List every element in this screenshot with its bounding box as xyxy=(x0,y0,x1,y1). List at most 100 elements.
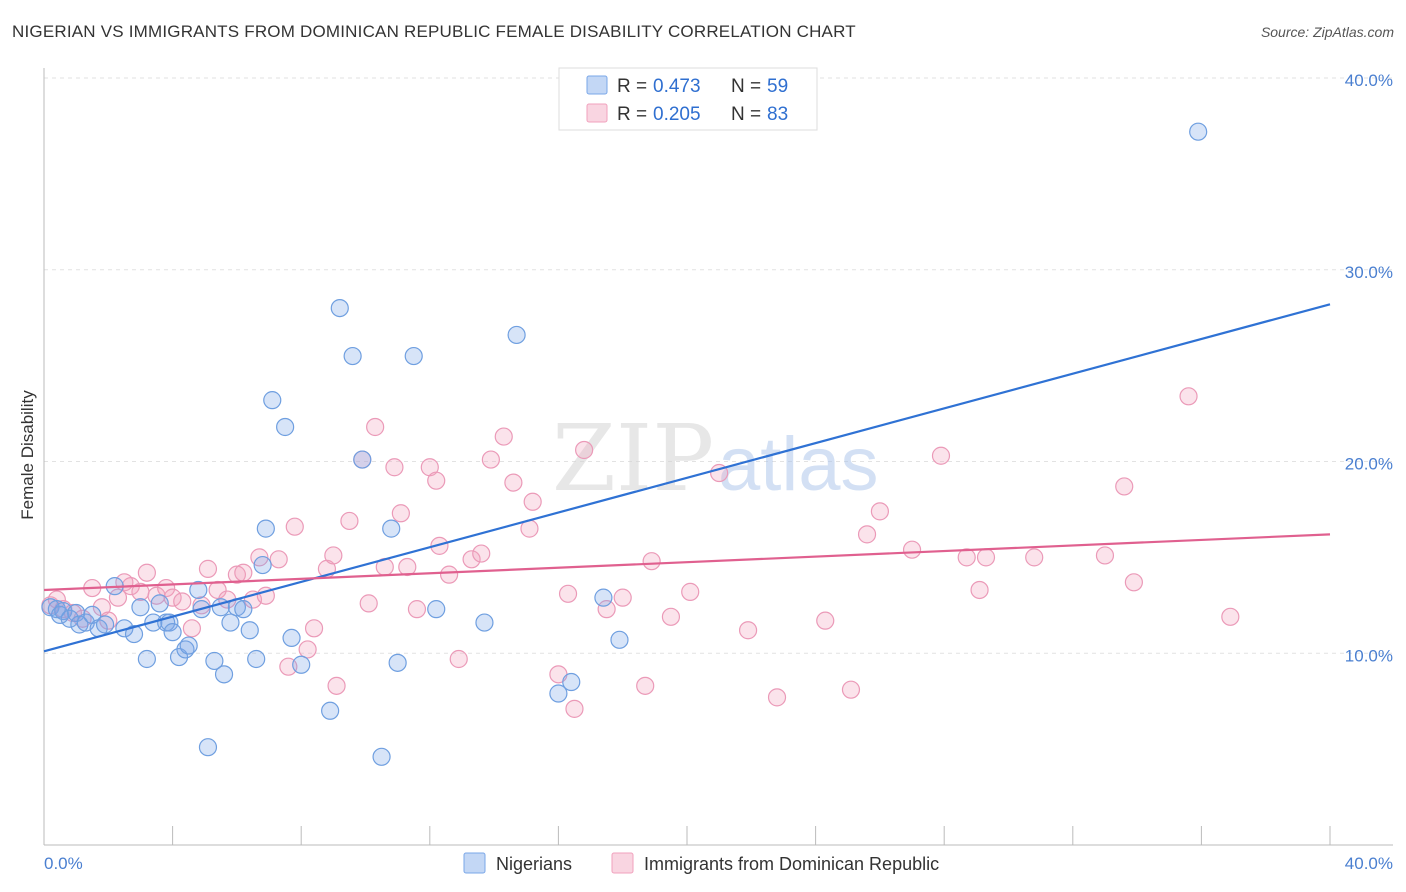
point-nigerians xyxy=(221,613,240,632)
point-nigerians xyxy=(321,701,340,720)
point-nigerians xyxy=(330,299,349,318)
point-dominican xyxy=(1179,387,1198,406)
point-dominican xyxy=(613,588,632,607)
legend-n-label-dominican: N = xyxy=(731,104,761,125)
point-dominican xyxy=(1025,548,1044,567)
point-dominican xyxy=(108,588,128,607)
point-dominican xyxy=(870,502,890,521)
point-nigerians xyxy=(292,655,311,674)
point-dominican xyxy=(504,473,523,492)
point-nigerians xyxy=(549,684,568,703)
point-nigerians xyxy=(189,580,208,600)
point-dominican xyxy=(1115,477,1134,496)
point-dominican xyxy=(298,640,317,659)
y-tick-label: 10.0% xyxy=(1345,646,1393,665)
point-dominican xyxy=(1095,546,1115,565)
legend-n-value-dominican: 83 xyxy=(767,104,788,125)
legend-box xyxy=(558,67,818,131)
point-dominican xyxy=(285,517,304,536)
point-dominican xyxy=(398,557,417,577)
point-dominican xyxy=(449,649,468,669)
trend-line-nigerians xyxy=(43,303,1331,653)
x-tick-min: 0.0% xyxy=(44,854,83,873)
point-nigerians xyxy=(95,615,115,634)
point-dominican xyxy=(472,544,491,563)
point-nigerians xyxy=(388,653,407,672)
point-nigerians xyxy=(475,613,494,632)
x-tick-max: 40.0% xyxy=(1345,854,1393,873)
point-dominican xyxy=(970,580,989,600)
point-nigerians xyxy=(150,594,169,613)
point-dominican xyxy=(767,688,787,707)
point-nigerians xyxy=(1189,122,1208,141)
point-nigerians xyxy=(253,555,272,575)
point-nigerians xyxy=(404,346,423,366)
legend-n-label-nigerians: N = xyxy=(731,76,761,97)
point-nigerians xyxy=(163,623,182,642)
point-nigerians xyxy=(234,600,253,619)
point-dominican xyxy=(198,559,218,578)
series-legend: Nigerians Immigrants from Dominican Repu… xyxy=(463,852,939,874)
bottom-legend-label-nigerians: Nigerians xyxy=(496,854,572,874)
point-nigerians xyxy=(562,672,581,692)
point-nigerians xyxy=(256,519,275,538)
point-dominican xyxy=(227,565,246,584)
watermark: ZIP atlas xyxy=(552,405,879,512)
point-dominican xyxy=(661,607,681,626)
legend-swatch-nigerians xyxy=(586,75,608,95)
point-dominican xyxy=(1124,573,1143,592)
legend-n-value-nigerians: 59 xyxy=(767,76,788,97)
point-dominican xyxy=(359,594,378,613)
point-dominican xyxy=(385,458,404,477)
point-dominican xyxy=(565,699,584,718)
bottom-legend-swatch-nigerians xyxy=(463,852,486,874)
point-dominican xyxy=(681,582,700,601)
point-dominican xyxy=(340,511,359,531)
point-dominican xyxy=(407,600,427,619)
point-dominican xyxy=(558,584,578,603)
point-dominican xyxy=(427,471,446,490)
point-nigerians xyxy=(131,598,150,617)
bottom-legend-label-dominican: Immigrants from Dominican Republic xyxy=(644,854,939,874)
trend-line-dominican xyxy=(43,533,1331,592)
point-dominican xyxy=(462,550,481,569)
point-nigerians xyxy=(353,450,372,469)
legend-r-label-nigerians: R = xyxy=(617,76,647,97)
point-dominican xyxy=(173,592,192,611)
point-nigerians xyxy=(137,649,156,669)
chart-title: NIGERIAN VS IMMIGRANTS FROM DOMINICAN RE… xyxy=(12,22,856,41)
point-dominican xyxy=(931,446,951,465)
point-dominican xyxy=(269,550,288,569)
point-nigerians xyxy=(214,665,234,684)
point-nigerians xyxy=(594,588,613,607)
point-dominican xyxy=(137,563,156,582)
correlation-legend: R = 0.473 N = 59 R = 0.205 N = 83 xyxy=(558,67,818,131)
point-dominican xyxy=(738,621,758,640)
point-dominican xyxy=(841,680,861,699)
point-dominican xyxy=(494,427,513,446)
point-dominican xyxy=(636,676,655,695)
y-tick-label: 30.0% xyxy=(1345,263,1393,282)
point-nigerians xyxy=(67,603,86,623)
point-dominican xyxy=(575,440,594,460)
point-nigerians xyxy=(372,747,391,766)
point-dominican xyxy=(597,600,616,619)
point-dominican xyxy=(816,611,835,630)
point-dominican xyxy=(523,492,542,511)
point-nigerians xyxy=(70,615,89,634)
point-nigerians xyxy=(198,738,218,757)
point-nigerians xyxy=(382,519,401,538)
bottom-legend-swatch-dominican xyxy=(611,852,634,874)
y-tick-labels: 10.0% 20.0% 30.0% 40.0% xyxy=(1345,71,1393,665)
trend-lines-layer xyxy=(43,303,1331,653)
point-nigerians xyxy=(124,624,144,644)
point-dominican xyxy=(1221,607,1240,626)
legend-r-value-dominican: 0.205 xyxy=(653,104,701,125)
point-dominican xyxy=(324,546,343,565)
point-nigerians xyxy=(263,391,282,410)
point-nigerians xyxy=(47,600,66,619)
point-nigerians xyxy=(205,651,224,671)
point-dominican xyxy=(481,450,500,469)
point-nigerians xyxy=(276,417,295,437)
point-nigerians xyxy=(247,649,266,669)
